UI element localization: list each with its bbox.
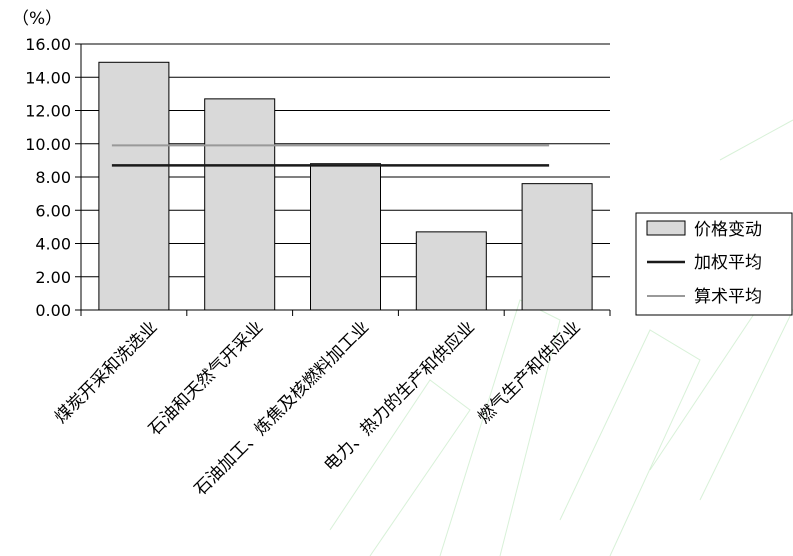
x-tick-labels: 煤炭开采和洗选业石油和天然气开采业石油加工、炼焦及核燃料加工业电力、热力的生产和… (51, 317, 585, 499)
bar (98, 61, 170, 311)
y-tick-label: 4.00 (35, 235, 71, 254)
reference-lines-layer (111, 144, 550, 167)
legend-label-weighted-average: 加权平均 (694, 253, 762, 273)
legend-label-arithmetic-average: 算术平均 (694, 287, 762, 307)
x-tick-label: 石油和天然气开采业 (145, 317, 267, 439)
axis-layer: 0.00 2.00 4.00 6.00 8.00 10.00 12.00 14.00 16.00 (25, 35, 611, 320)
y-unit-label: （%） (12, 9, 62, 29)
y-tick-label: 12.00 (25, 102, 71, 121)
bar (204, 98, 276, 311)
bar (415, 231, 487, 311)
y-tick-label: 14.00 (25, 68, 71, 87)
legend-bar-swatch (646, 220, 686, 236)
bar (521, 183, 593, 311)
bars-layer (98, 61, 593, 311)
y-tick-label: 16.00 (25, 35, 71, 54)
y-tick-label: 10.00 (25, 135, 71, 154)
y-tick-label: 8.00 (35, 168, 71, 187)
legend-label-price-change: 价格变动 (694, 220, 762, 240)
y-tick-label: 2.00 (35, 268, 71, 287)
x-tick-label: 煤炭开采和洗选业 (51, 317, 161, 427)
legend: 价格变动 加权平均 算术平均 (635, 212, 793, 316)
x-tick-label: 石油加工、炼焦及核燃料加工业 (191, 317, 373, 499)
watermark (329, 119, 793, 556)
x-tick-label: 燃气生产和供应业 (474, 317, 584, 427)
y-tick-label: 0.00 (35, 301, 71, 320)
y-tick-label: 6.00 (35, 201, 71, 220)
bar (310, 163, 381, 311)
